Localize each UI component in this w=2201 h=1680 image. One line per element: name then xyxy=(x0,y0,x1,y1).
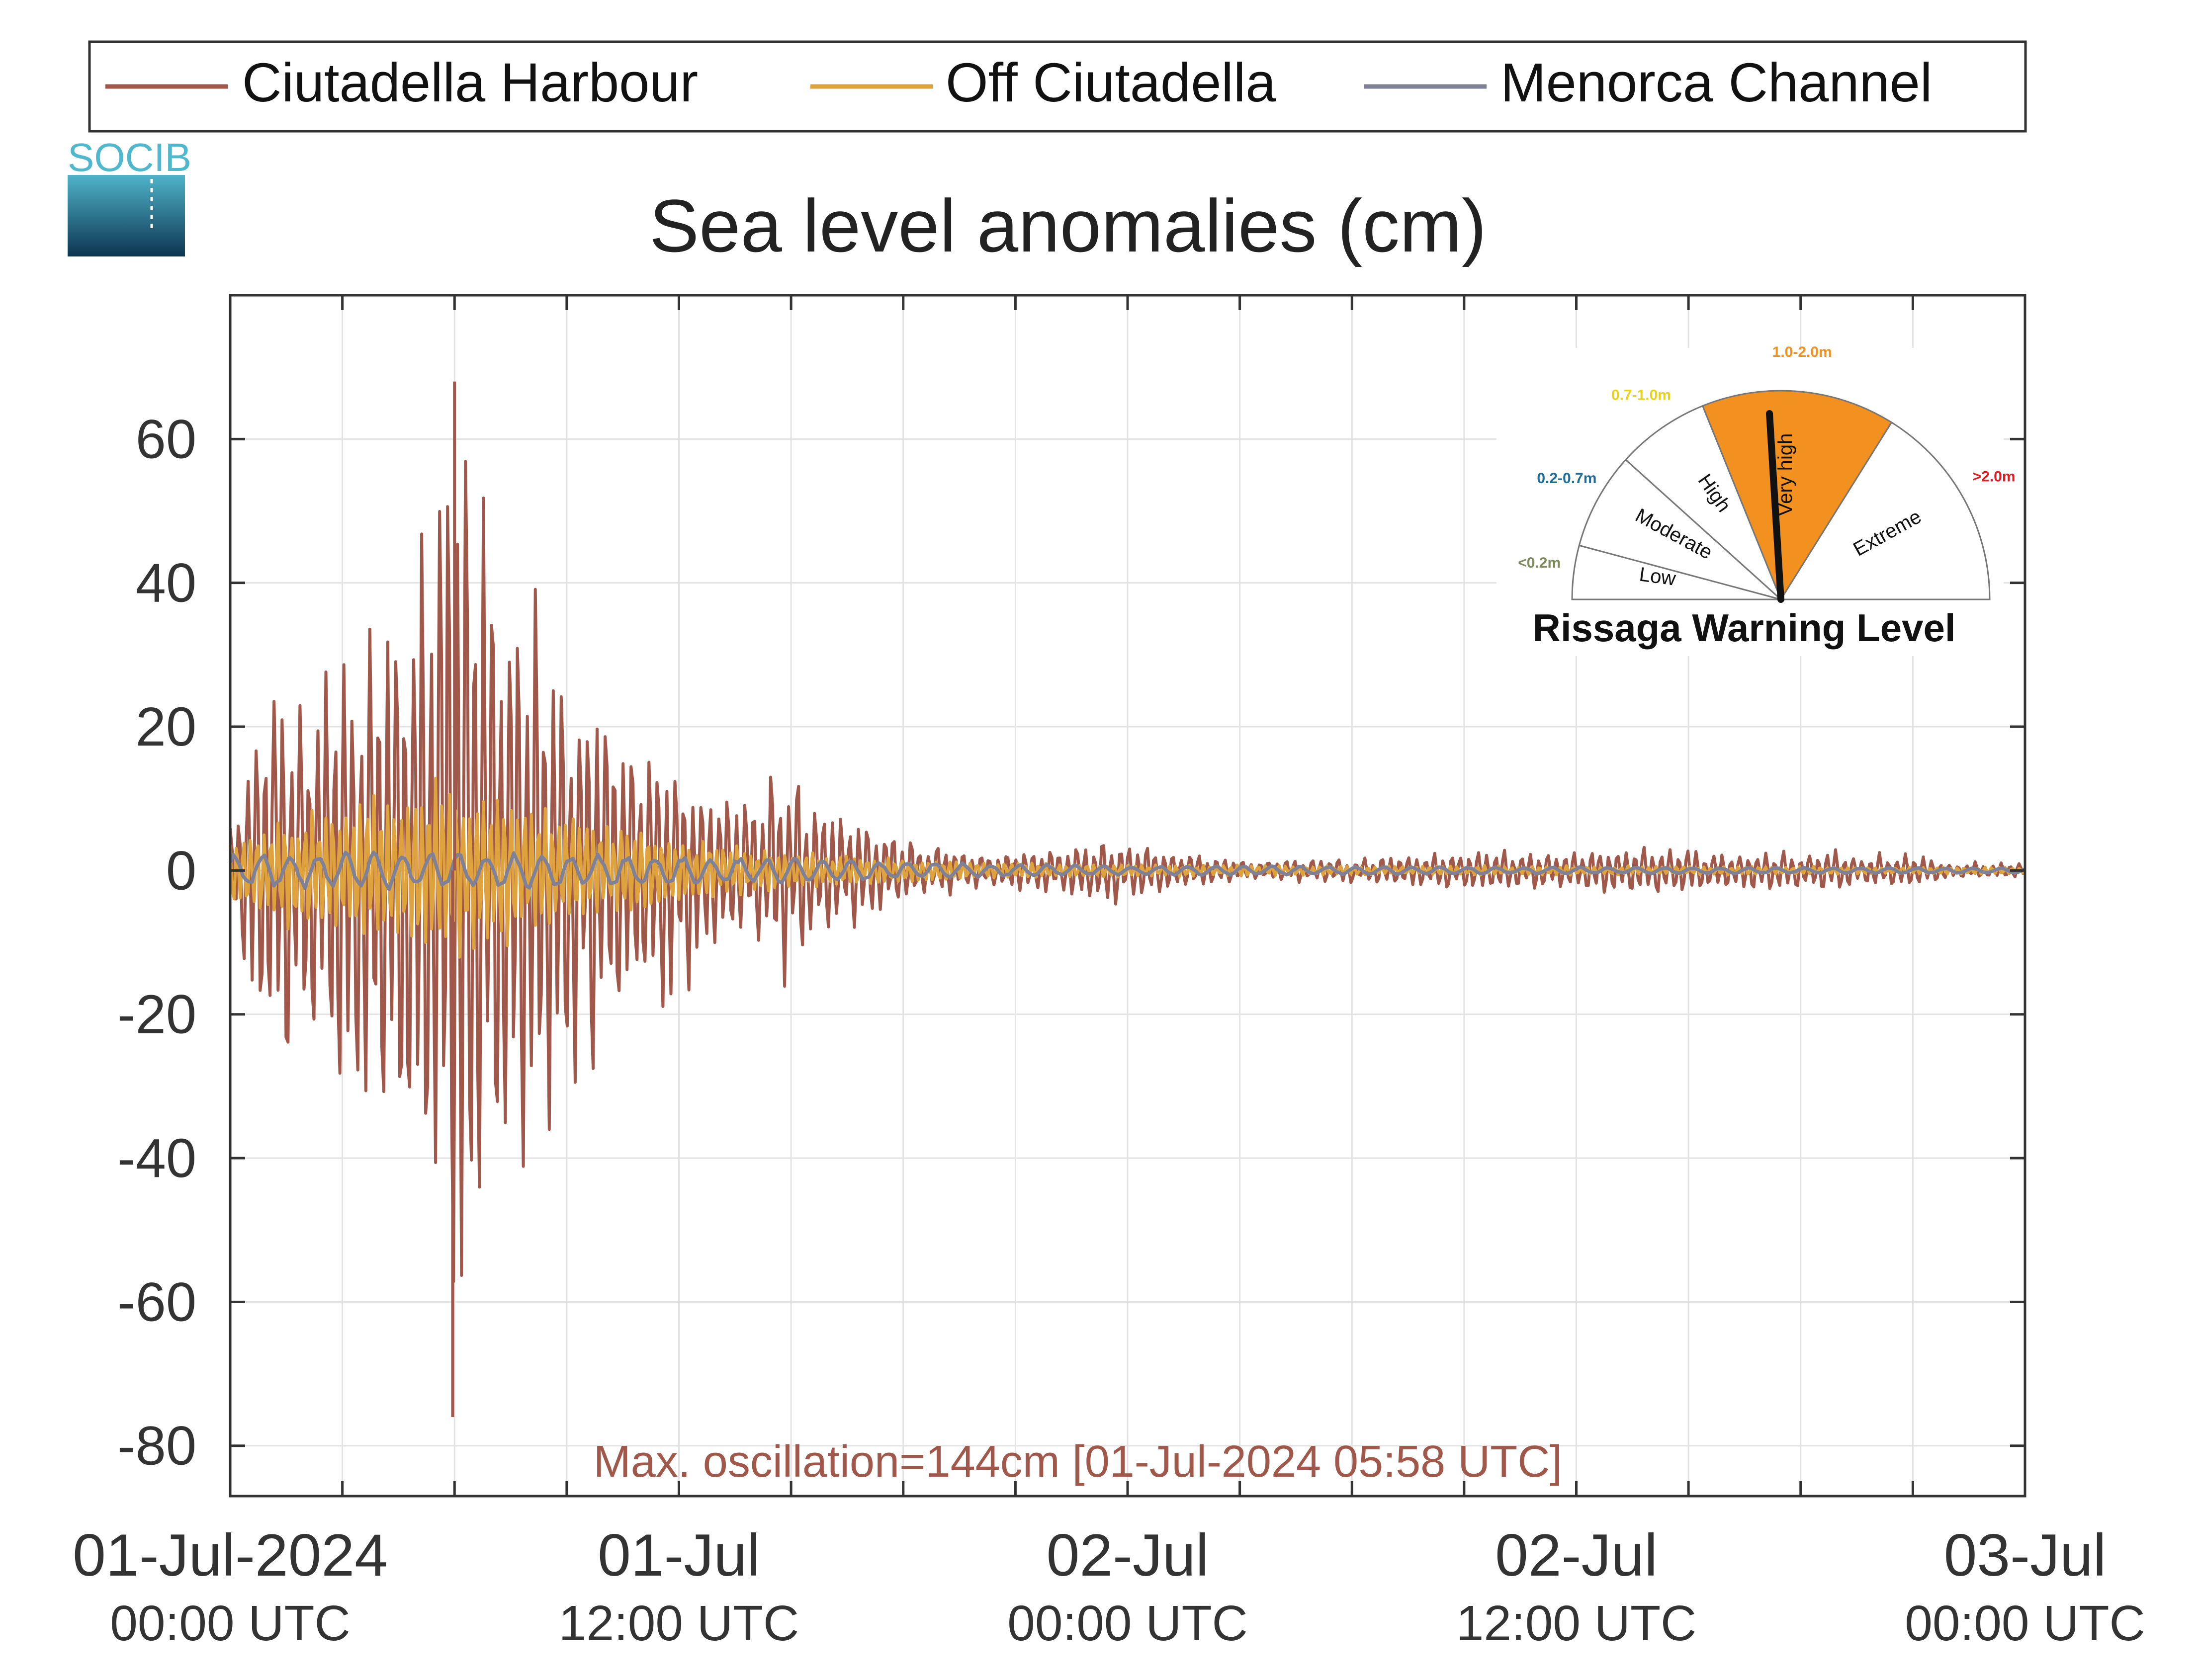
x-tick-label-date: 02-Jul xyxy=(1047,1522,1209,1589)
y-tick-label: -40 xyxy=(117,1128,196,1189)
y-tick-label: -20 xyxy=(117,984,196,1045)
gauge-sector xyxy=(1624,405,1782,600)
legend-label-channel: Menorca Channel xyxy=(1500,52,1932,113)
socib-logo: SOCIB xyxy=(68,135,191,256)
y-axis-ticks: 60 40 20 0 -20 -40 -60 -80 xyxy=(117,409,2025,1477)
gauge-range-label: 1.0-2.0m xyxy=(1772,344,1832,360)
socib-logo-block xyxy=(68,175,185,256)
chart-title: Sea level anomalies (cm) xyxy=(649,184,1487,267)
legend-label-off: Off Ciutadella xyxy=(946,52,1276,113)
gauge-sector xyxy=(1578,458,1782,600)
gauge-needle xyxy=(1766,410,1784,603)
gauge-title: Rissaga Warning Level xyxy=(1532,606,1955,650)
y-tick-label: -60 xyxy=(117,1271,196,1333)
x-tick-label-time: 00:00 UTC xyxy=(110,1596,351,1651)
y-tick-label: -80 xyxy=(117,1416,196,1477)
x-tick-label-date: 02-Jul xyxy=(1495,1522,1658,1589)
x-tick-label-time: 00:00 UTC xyxy=(1905,1596,2145,1651)
gauge-sectors xyxy=(1571,390,1991,601)
gauge-range-label: >2.0m xyxy=(1973,468,2016,485)
gauge-sector xyxy=(1701,390,1893,601)
gauge-segment-label: Low xyxy=(1638,564,1677,590)
gauge-sector xyxy=(1779,421,1991,600)
gauge-range-label: <0.2m xyxy=(1518,555,1561,571)
legend-label-harbour: Ciutadella Harbour xyxy=(242,52,698,113)
y-tick-label: 0 xyxy=(166,840,196,901)
y-tick-label: 20 xyxy=(136,696,196,757)
socib-logo-text: SOCIB xyxy=(68,135,191,179)
y-tick-label: 60 xyxy=(136,409,196,470)
y-tick-label: 40 xyxy=(136,553,196,614)
x-tick-label-date: 01-Jul-2024 xyxy=(73,1522,388,1589)
legend: Ciutadella Harbour Off Ciutadella Menorc… xyxy=(88,40,2027,133)
x-tick-label-date: 01-Jul xyxy=(598,1522,760,1589)
x-tick-label-date: 03-Jul xyxy=(1944,1522,2107,1589)
legend-box xyxy=(88,40,2027,133)
series-line-2 xyxy=(228,850,2026,891)
x-tick-label-time: 12:00 UTC xyxy=(1456,1596,1697,1651)
gauge-range-label: 0.7-1.0m xyxy=(1611,387,1671,404)
gauge-range-label: 0.2-0.7m xyxy=(1537,470,1596,487)
x-tick-label-time: 00:00 UTC xyxy=(1007,1596,1248,1651)
series-layer xyxy=(228,381,2026,1417)
x-axis-ticks: 01-Jul-2024 00:00 UTC 01-Jul 12:00 UTC 02-Ju… xyxy=(73,295,2145,1651)
x-tick-label-time: 12:00 UTC xyxy=(559,1596,799,1651)
max-oscillation-annotation: Max. oscillation=144cm [01-Jul-2024 05:5… xyxy=(594,1437,1562,1487)
